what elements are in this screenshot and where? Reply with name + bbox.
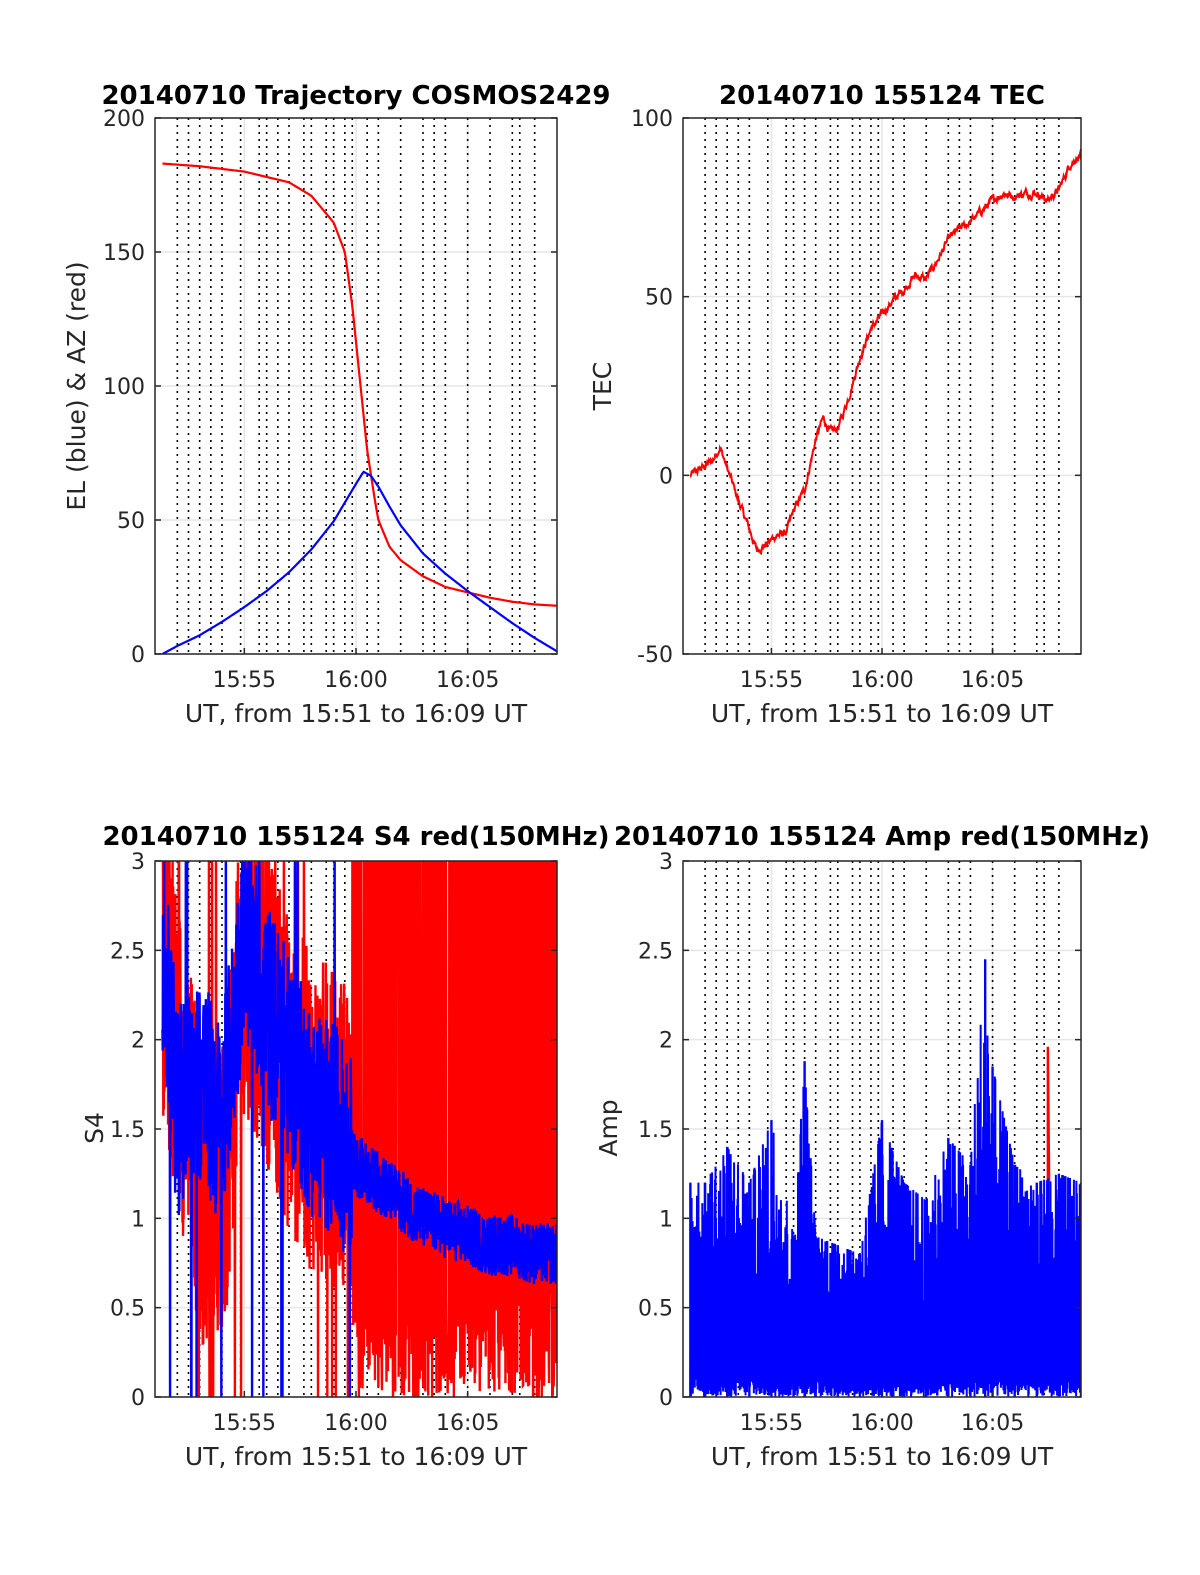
s4-panel: 20140710 155124 S4 red(150MHz) UT, from … <box>80 822 610 1471</box>
x-tick-label: 15:55 <box>740 1411 803 1436</box>
y-tick-label: 0 <box>131 643 145 668</box>
y-tick-label: 0 <box>659 464 673 489</box>
y-tick-label: 0.5 <box>638 1297 673 1322</box>
y-tick-label: 2 <box>659 1029 673 1054</box>
s4-blue-series-line <box>161 861 557 1397</box>
x-tick-label: 15:55 <box>213 668 276 693</box>
panel-title: 20140710 Trajectory COSMOS2429 <box>101 81 610 111</box>
y-axis-label: EL (blue) & AZ (red) <box>62 261 91 510</box>
x-tick-label: 16:05 <box>961 668 1024 693</box>
y-tick-label: 0 <box>131 1386 145 1411</box>
y-tick-label: 0 <box>659 1386 673 1411</box>
trajectory-panel: 20140710 Trajectory COSMOS2429 UT, from … <box>62 81 611 728</box>
y-axis-label: TEC <box>588 362 617 412</box>
x-axis-label: UT, from 15:51 to 16:09 UT <box>711 1442 1054 1471</box>
x-tick-label: 16:00 <box>324 1411 387 1436</box>
x-tick-label: 15:55 <box>740 668 803 693</box>
panel-title: 20140710 155124 S4 red(150MHz) <box>102 822 609 852</box>
x-tick-label: 16:00 <box>850 668 913 693</box>
x-tick-label: 16:05 <box>436 1411 499 1436</box>
panel-title: 20140710 155124 Amp red(150MHz) <box>614 822 1150 852</box>
x-tick-label: 16:00 <box>324 668 387 693</box>
y-tick-label: 3 <box>659 850 673 875</box>
y-axis-label: Amp <box>594 1099 623 1156</box>
x-tick-label: 16:05 <box>961 1411 1024 1436</box>
y-tick-label: 1 <box>131 1207 145 1232</box>
az-series-line <box>162 162 557 607</box>
x-axis-label: UT, from 15:51 to 16:09 UT <box>711 699 1054 728</box>
panel-title: 20140710 155124 TEC <box>719 81 1045 111</box>
y-tick-label: -50 <box>637 643 673 668</box>
y-axis-label: S4 <box>80 1112 109 1144</box>
y-tick-label: 1.5 <box>638 1118 673 1143</box>
y-tick-label: 50 <box>117 509 145 534</box>
x-tick-label: 16:05 <box>436 668 499 693</box>
amp-blue-series-line <box>689 1024 1081 1397</box>
x-tick-label: 15:55 <box>213 1411 276 1436</box>
y-tick-label: 1.5 <box>110 1118 145 1143</box>
y-tick-label: 100 <box>103 375 145 400</box>
y-tick-label: 1 <box>659 1207 673 1232</box>
x-tick-label: 16:00 <box>850 1411 913 1436</box>
y-tick-label: 50 <box>645 286 673 311</box>
tec-series-line <box>689 148 1081 556</box>
y-tick-label: 2.5 <box>110 939 145 964</box>
el-series-line <box>161 470 557 654</box>
x-axis-label: UT, from 15:51 to 16:09 UT <box>185 699 528 728</box>
y-tick-label: 200 <box>103 107 145 132</box>
y-tick-label: 150 <box>103 241 145 266</box>
y-tick-label: 0.5 <box>110 1297 145 1322</box>
tec-panel: 20140710 155124 TEC UT, from 15:51 to 16… <box>588 81 1082 728</box>
y-tick-label: 100 <box>631 107 673 132</box>
y-tick-label: 2 <box>131 1029 145 1054</box>
y-tick-label: 2.5 <box>638 939 673 964</box>
amp-panel: 20140710 155124 Amp red(150MHz) UT, from… <box>594 822 1150 1471</box>
x-axis-label: UT, from 15:51 to 16:09 UT <box>185 1442 528 1471</box>
y-tick-label: 3 <box>131 850 145 875</box>
